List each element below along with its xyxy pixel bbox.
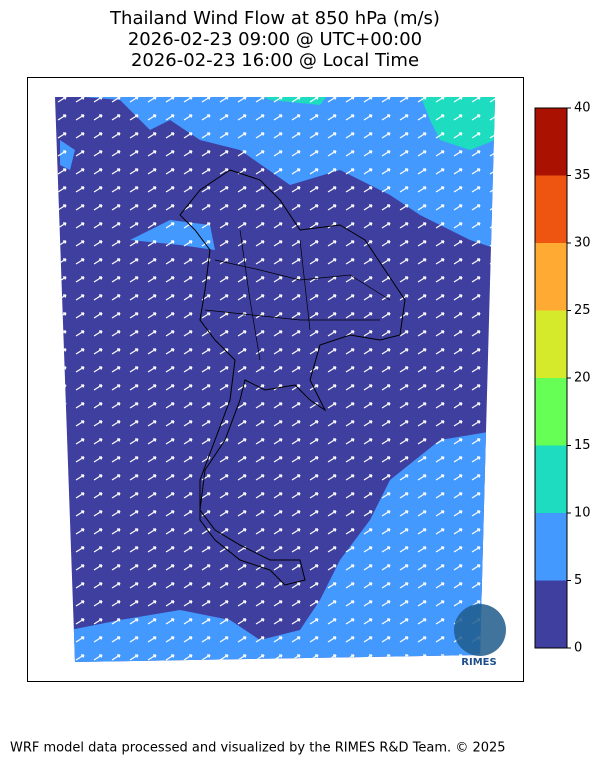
colorbar-segment	[535, 445, 567, 513]
colorbar-segment	[535, 108, 567, 176]
colorbar-tick-label: 10	[574, 506, 591, 521]
colorbar-tick-label: 0	[574, 641, 582, 656]
wind-map	[55, 97, 495, 662]
title-line: Thailand Wind Flow at 850 hPa (m/s)	[109, 8, 440, 29]
logo-mark	[454, 604, 506, 656]
title-line: 2026-02-23 09:00 @ UTC+00:00	[128, 29, 422, 50]
colorbar-tick-label: 20	[574, 371, 591, 386]
footer: WRF model data processed and visualized …	[10, 741, 506, 756]
map-frame	[27, 77, 524, 682]
colorbar-segment	[535, 243, 567, 311]
colorbar-tick-label: 30	[574, 236, 591, 251]
colorbar-segment	[535, 310, 567, 378]
logo-text: RIMES	[461, 657, 496, 668]
colorbar-tick-label: 5	[574, 573, 582, 588]
colorbar-tick-label: 25	[574, 303, 591, 318]
colorbar-segment	[535, 378, 567, 446]
colorbar-segment	[535, 580, 567, 648]
colorbar-tick-label: 40	[574, 101, 591, 116]
colorbar-tick-label: 15	[574, 438, 591, 453]
title-line: 2026-02-23 16:00 @ Local Time	[131, 50, 419, 71]
colorbar-segment	[535, 513, 567, 581]
colorbar-tick-label: 35	[574, 168, 591, 183]
colorbar-segment	[535, 175, 567, 243]
